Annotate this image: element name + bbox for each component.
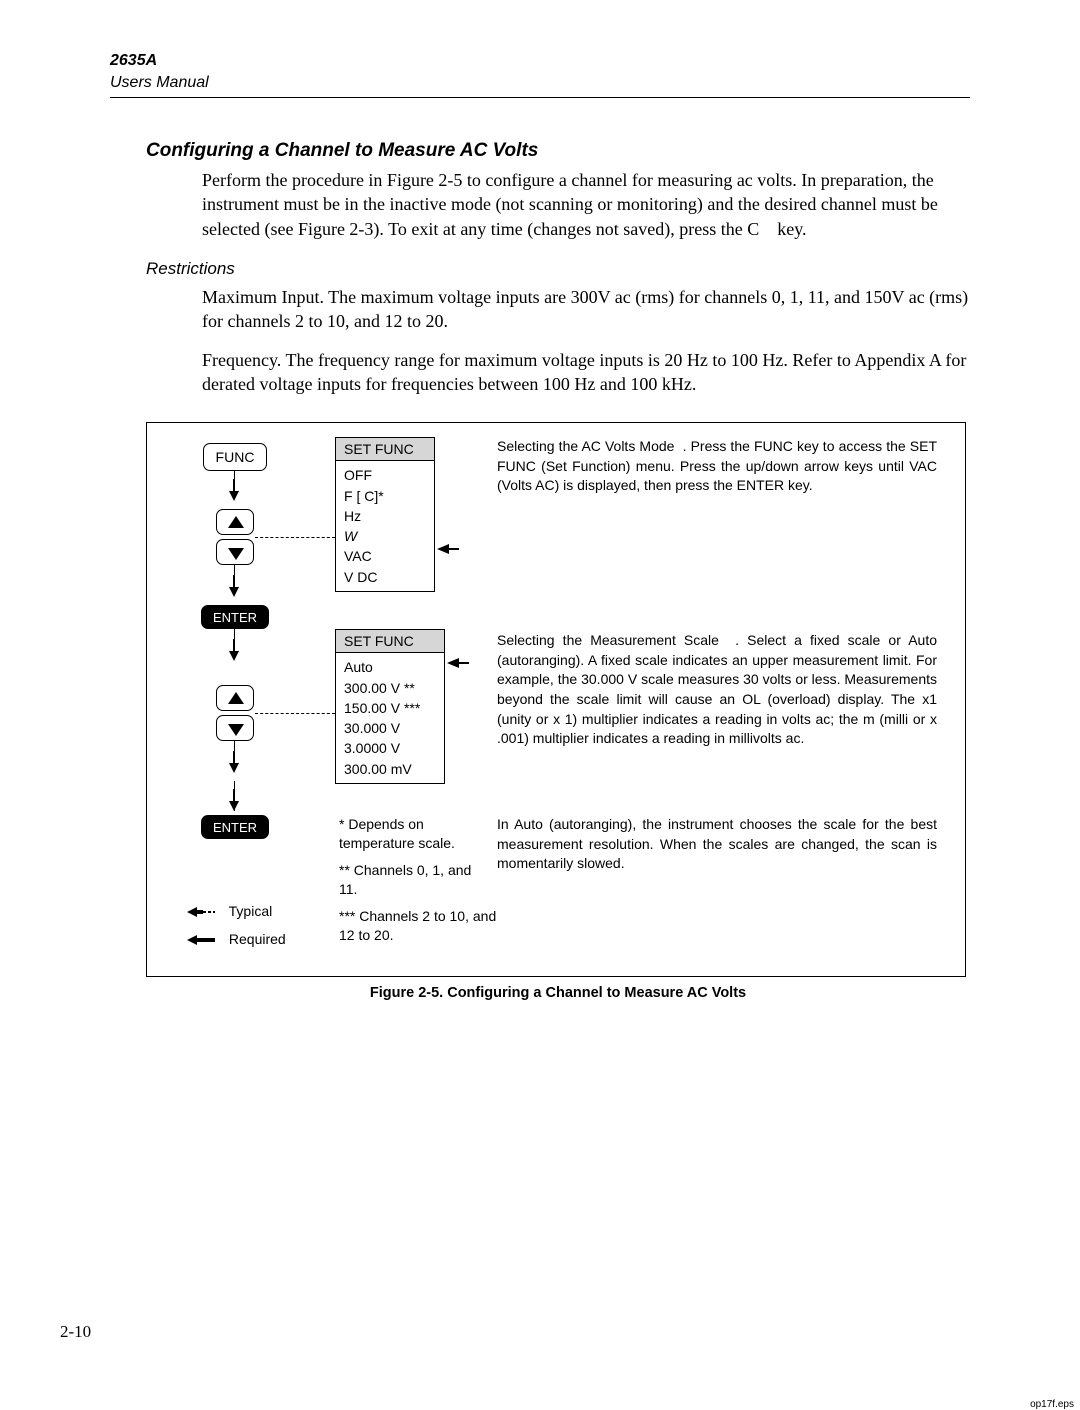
section-body: Perform the procedure in Figure 2-5 to c… xyxy=(202,168,970,241)
restrictions-p2: Frequency. The frequency range for maxim… xyxy=(202,348,970,397)
arrow-down-key xyxy=(216,539,254,565)
legend-typical-label: Typical xyxy=(229,903,273,919)
arrow-up-key xyxy=(216,509,254,535)
menu-item: VAC xyxy=(344,546,426,566)
page-number: 2-10 xyxy=(60,1322,91,1342)
arrow-up-key xyxy=(216,685,254,711)
arrow-down-icon xyxy=(229,587,239,597)
figure-filename: op17f.eps xyxy=(1030,1399,1074,1410)
footnote-b: ** Channels 0, 1, and 11. xyxy=(339,861,489,899)
arrow-down-icon xyxy=(229,801,239,811)
menu-header: SET FUNC xyxy=(336,438,434,461)
enter-key: ENTER xyxy=(201,815,269,839)
menu-item: V DC xyxy=(344,567,426,587)
legend-required: Required xyxy=(187,931,286,948)
menu-item: OFF xyxy=(344,465,426,485)
step2b-text: In Auto (autoranging), the instrument ch… xyxy=(497,815,937,874)
menu-item: F [ C]* xyxy=(344,486,426,506)
menu-set-func-1: SET FUNC OFF F [ C]* Hz W VAC V DC xyxy=(335,437,435,592)
menu-item: W xyxy=(344,526,426,546)
enter-key: ENTER xyxy=(201,605,269,629)
figure-caption: Figure 2-5. Configuring a Channel to Mea… xyxy=(146,985,970,1001)
arrow-down-icon xyxy=(229,651,239,661)
dashed-connector xyxy=(255,537,335,538)
legend-typical: Typical xyxy=(187,903,272,920)
menu-item: Hz xyxy=(344,506,426,526)
restrictions-title: Restrictions xyxy=(146,259,970,279)
menu-item: 300.00 mV xyxy=(344,759,436,779)
menu-item: 300.00 V ** xyxy=(344,678,436,698)
arrow-down-icon xyxy=(229,763,239,773)
typical-arrow-icon xyxy=(447,658,459,668)
arrow-down-key xyxy=(216,715,254,741)
required-arrow-icon xyxy=(437,544,449,554)
figure-box: FUNC ENTER ENTER SE xyxy=(146,422,966,977)
restrictions-p1: Maximum Input. The maximum voltage input… xyxy=(202,285,970,334)
menu-item: 30.000 V xyxy=(344,718,436,738)
step2-text: Selecting the Measurement Scale . Select… xyxy=(497,631,937,749)
required-arrow-icon xyxy=(187,933,215,949)
footnote-a: * Depends on temperature scale. xyxy=(339,815,489,853)
menu-header: SET FUNC xyxy=(336,630,444,653)
step1-text: Selecting the AC Volts Mode . Press the … xyxy=(497,437,937,496)
menu-set-func-2: SET FUNC Auto 300.00 V ** 150.00 V *** 3… xyxy=(335,629,445,784)
typical-arrow-icon xyxy=(187,905,215,921)
arrow-down-icon xyxy=(229,491,239,501)
legend-required-label: Required xyxy=(229,931,286,947)
manual-title: Users Manual xyxy=(110,72,970,94)
func-key: FUNC xyxy=(203,443,267,471)
dashed-connector xyxy=(255,713,335,714)
menu-item: 3.0000 V xyxy=(344,738,436,758)
footnote-c: *** Channels 2 to 10, and 12 to 20. xyxy=(339,907,499,945)
model-number: 2635A xyxy=(110,50,970,72)
section-title: Configuring a Channel to Measure AC Volt… xyxy=(146,140,970,162)
menu-item: 150.00 V *** xyxy=(344,698,436,718)
menu-item: Auto xyxy=(344,657,436,677)
page-header: 2635A Users Manual xyxy=(110,50,970,98)
